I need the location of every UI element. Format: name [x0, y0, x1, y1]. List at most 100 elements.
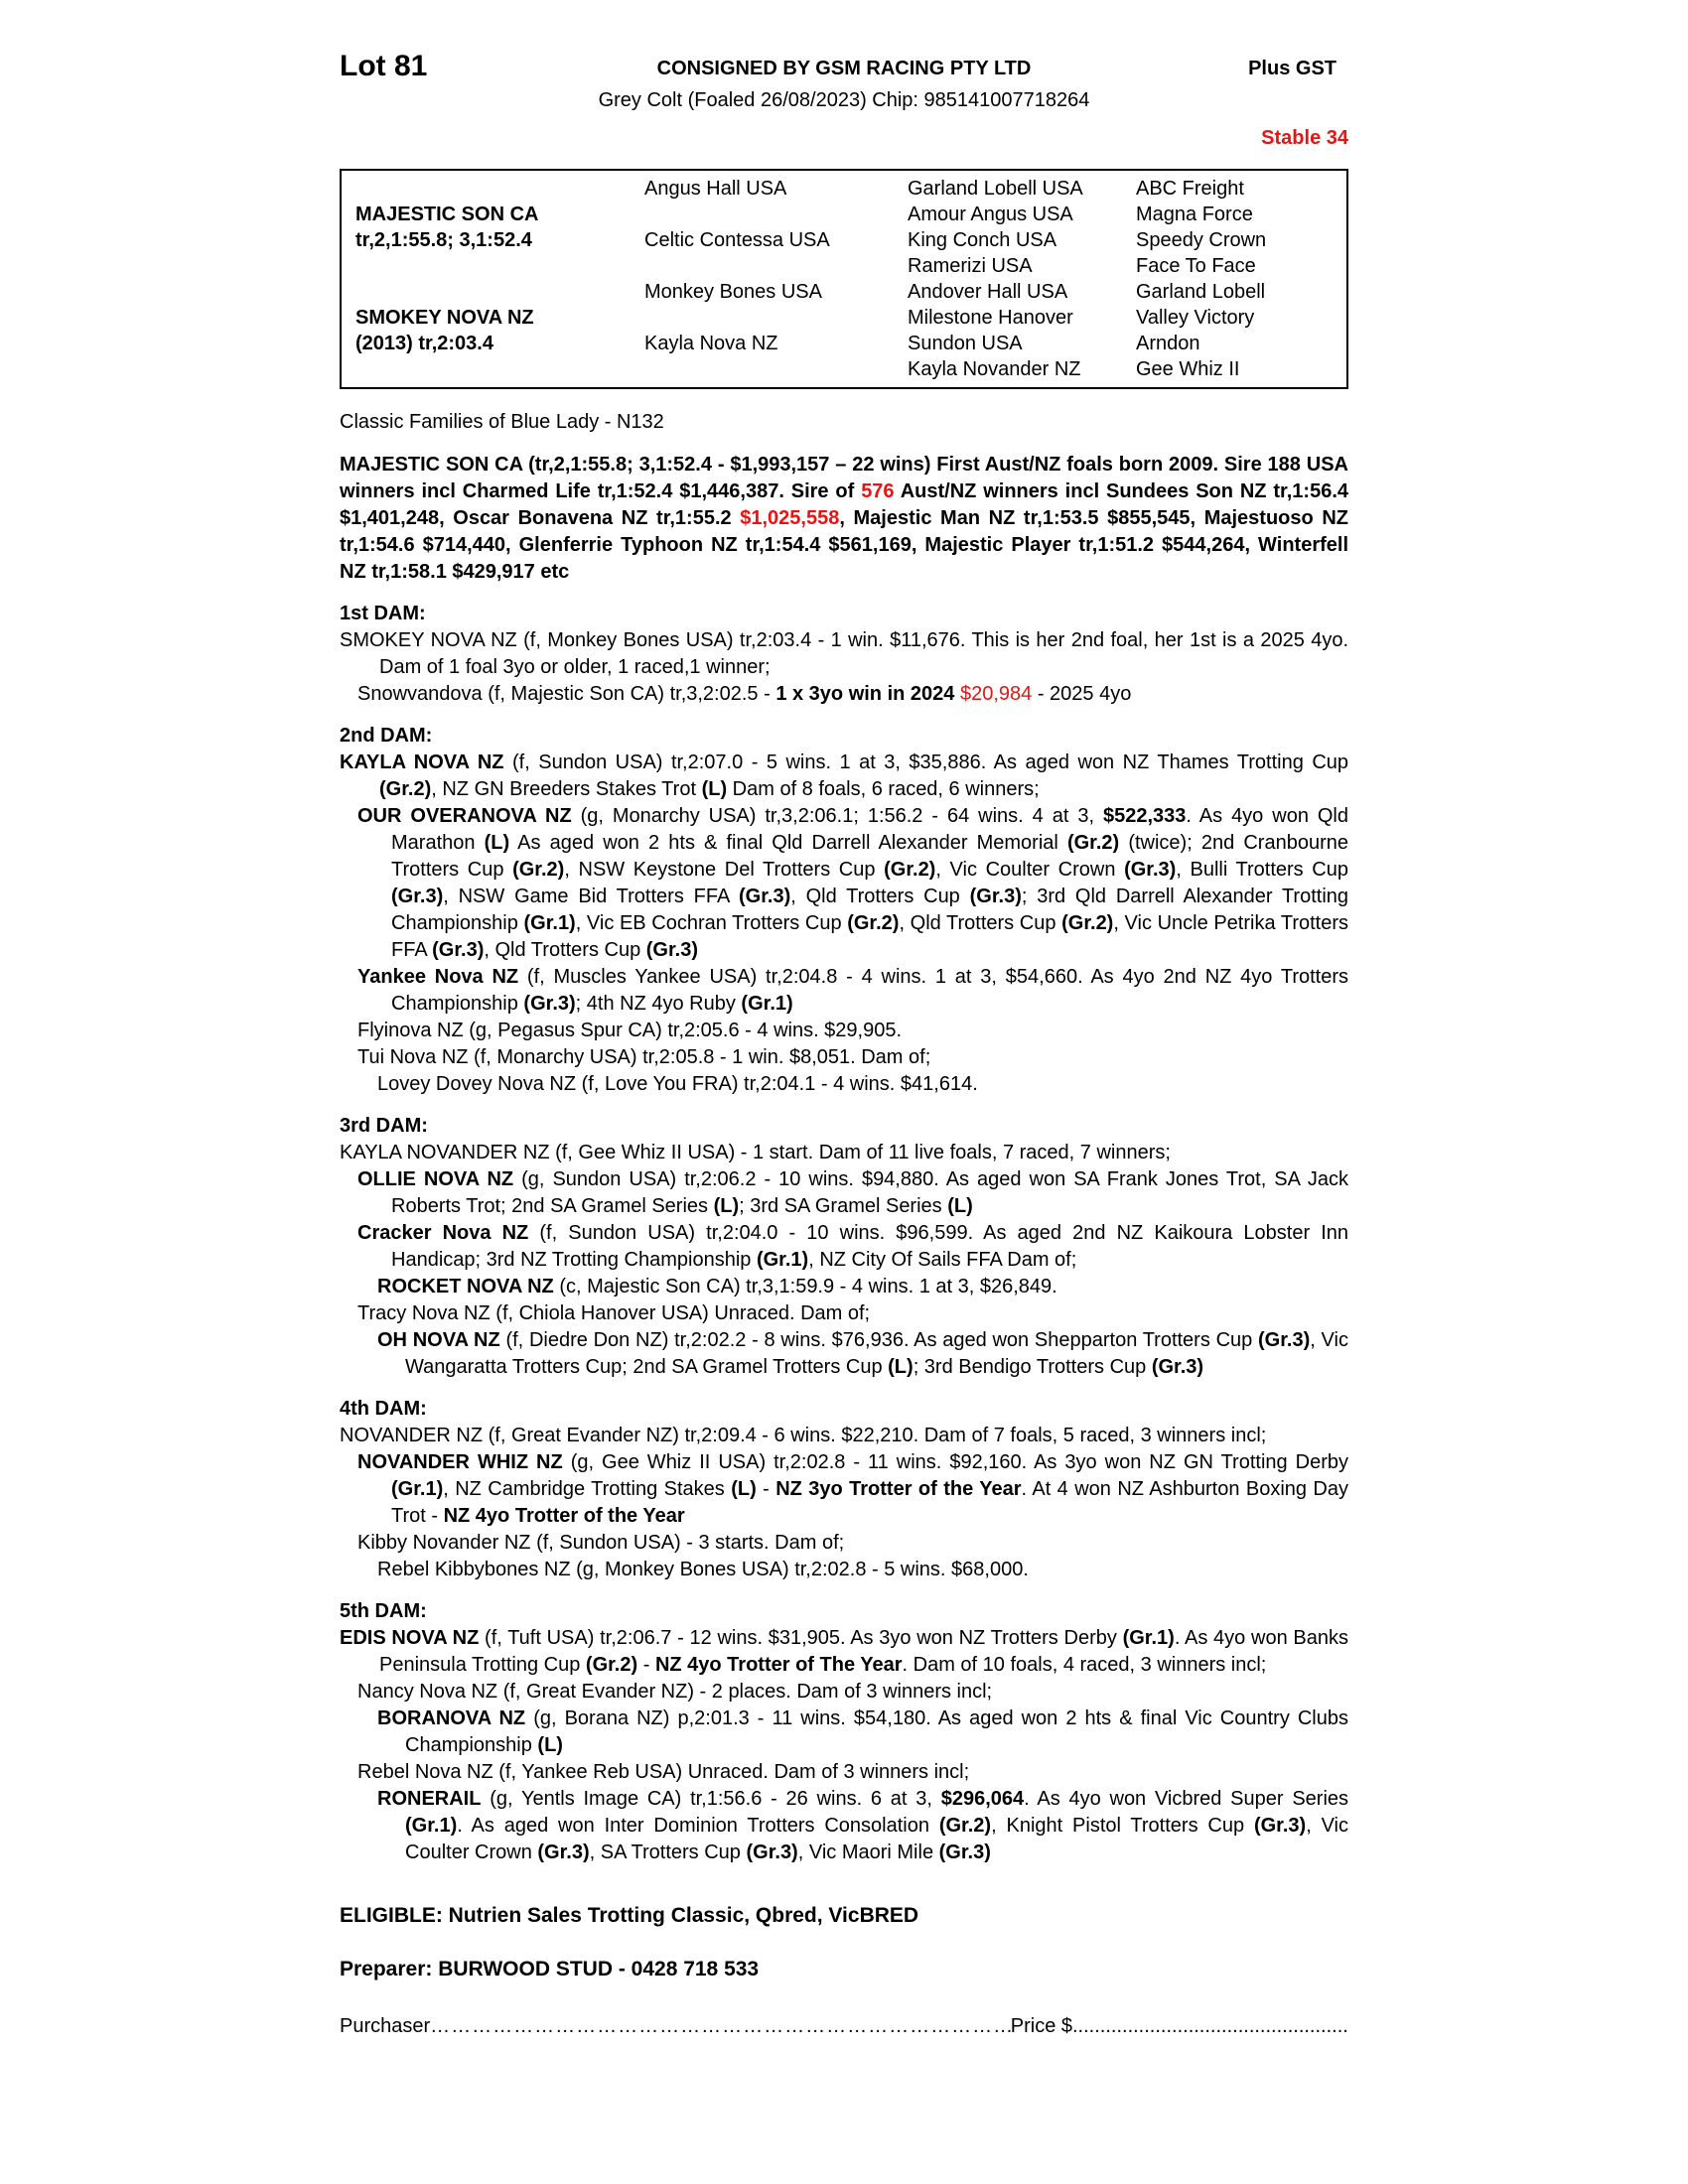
- gen3-ancestor: Ramerizi USA: [908, 255, 1033, 277]
- gen3-ancestor: Amour Angus USA: [908, 204, 1073, 225]
- pedigree-paragraph: KAYLA NOVA NZ (f, Sundon USA) tr,2:07.0 …: [340, 750, 1348, 803]
- pedigree-paragraph: RONERAIL (g, Yentls Image CA) tr,1:56.6 …: [340, 1786, 1348, 1866]
- text-run: OLLIE NOVA NZ: [357, 1168, 514, 1190]
- text-run: (Gr.1): [391, 1478, 444, 1500]
- text-run: Kibby Novander NZ (f, Sundon USA) - 3 st…: [357, 1532, 845, 1554]
- text-run: (g, Sundon USA) tr,2:06.2 - 10 wins. $94…: [391, 1168, 1348, 1217]
- text-run: (f, Diedre Don NZ) tr,2:02.2 - 8 wins. $…: [499, 1329, 1259, 1351]
- text-run: (c, Majestic Son CA) tr,3,1:59.9 - 4 win…: [553, 1276, 1057, 1297]
- text-run: (Gr.2): [1066, 832, 1120, 854]
- text-run: , Qld Trotters Cup: [790, 886, 970, 907]
- gen4-ancestor: Face To Face: [1136, 255, 1256, 277]
- price-label: Price $: [1010, 2015, 1072, 2037]
- text-run: - 2025 4yo: [1032, 683, 1132, 705]
- text-run: (L): [537, 1734, 563, 1756]
- dam-heading: 4th DAM:: [340, 1398, 427, 1420]
- text-run: (Gr.2): [847, 912, 900, 934]
- sire-name: MAJESTIC SON CA: [355, 204, 539, 225]
- plus-gst-label: Plus GST: [1248, 58, 1336, 79]
- text-run: , Vic Coulter Crown: [405, 1815, 1349, 1863]
- dam-heading: 5th DAM:: [340, 1600, 427, 1622]
- text-run: Aust/NZ winners incl Sundees Son NZ tr,1…: [340, 480, 1348, 529]
- pedigree-paragraph: Yankee Nova NZ (f, Muscles Yankee USA) t…: [340, 964, 1348, 1018]
- text-run: NZ 3yo Trotter of the Year: [775, 1478, 1022, 1500]
- pedigree-paragraph: NOVANDER NZ (f, Great Evander NZ) tr,2:0…: [340, 1423, 1348, 1449]
- gen3-ancestor: Sundon USA: [908, 333, 1023, 354]
- pedigree-paragraph: Cracker Nova NZ (f, Sundon USA) tr,2:04.…: [340, 1220, 1348, 1274]
- text-run: (g, Gee Whiz II USA) tr,2:02.8 - 11 wins…: [562, 1451, 1348, 1473]
- text-run: MAJESTIC SON CA (tr,2,1:55.8; 3,1:52.4 -…: [340, 454, 1348, 502]
- eligibility-line: ELIGIBLE: Nutrien Sales Trotting Classic…: [340, 1904, 919, 1927]
- text-run: , Bulli Trotters Cup: [1176, 859, 1348, 881]
- gen4-ancestor: Arndon: [1136, 333, 1200, 354]
- text-run: (Gr.2): [379, 778, 432, 800]
- text-run: (f, Tuft USA) tr,2:06.7 - 12 wins. $31,9…: [479, 1627, 1123, 1649]
- gen2-ancestor: Kayla Nova NZ: [644, 333, 778, 354]
- text-run: Cracker Nova NZ: [357, 1222, 529, 1244]
- pedigree-paragraph: KAYLA NOVANDER NZ (f, Gee Whiz II USA) -…: [340, 1140, 1348, 1166]
- text-run: Lovey Dovey Nova NZ (f, Love You FRA) tr…: [377, 1073, 978, 1095]
- text-run: $522,333: [1102, 805, 1187, 827]
- text-run: Yankee Nova NZ: [357, 966, 519, 988]
- text-run: (Gr.3): [746, 1842, 798, 1863]
- text-run: (Gr.1): [405, 1815, 458, 1837]
- gen4-ancestor: ABC Freight: [1136, 178, 1244, 200]
- gen3-ancestor: Milestone Hanover: [908, 307, 1073, 329]
- family-line: Classic Families of Blue Lady - N132: [340, 411, 664, 433]
- text-run: (Gr.1): [523, 912, 576, 934]
- text-run: (twice); 2nd Cranbourne Trotters Cup: [391, 832, 1348, 881]
- gen2-ancestor: Angus Hall USA: [644, 178, 787, 200]
- text-run: , Knight Pistol Trotters Cup: [991, 1815, 1254, 1837]
- gen4-ancestor: Valley Victory: [1136, 307, 1255, 329]
- text-run: ; 3rd Qld Darrell Alexander Trotting Cha…: [391, 886, 1349, 934]
- text-run: SMOKEY NOVA NZ (f, Monkey Bones USA) tr,…: [340, 629, 1348, 678]
- pedigree-paragraph: EDIS NOVA NZ (f, Tuft USA) tr,2:06.7 - 1…: [340, 1625, 1348, 1679]
- text-run: (f, Sundon USA) tr,2:04.0 - 10 wins. $96…: [391, 1222, 1348, 1271]
- gen4-ancestor: Speedy Crown: [1136, 229, 1267, 251]
- text-run: -: [637, 1654, 655, 1676]
- pedigree-paragraph: Tracy Nova NZ (f, Chiola Hanover USA) Un…: [340, 1300, 1348, 1327]
- text-run: , Vic EB Cochran Trotters Cup: [575, 912, 848, 934]
- text-run: (Gr.3): [1253, 1815, 1307, 1837]
- sire-record: tr,2,1:55.8; 3,1:52.4: [355, 229, 532, 251]
- text-run: (Gr.3): [1151, 1356, 1204, 1378]
- catalogue-page: Lot 81 CONSIGNED BY GSM RACING PTY LTD P…: [340, 0, 1348, 2038]
- text-run: , Qld Trotters Cup: [899, 912, 1062, 934]
- text-run: 1 x 3yo win in 2024: [775, 683, 955, 705]
- text-run: NZ 4yo Trotter of the Year: [443, 1505, 685, 1527]
- text-run: (L): [713, 1195, 740, 1217]
- text-run: (Gr.2): [585, 1654, 638, 1676]
- text-run: , Majestic Man NZ tr,1:53.5 $855,545, Ma…: [340, 507, 1348, 583]
- stable-number: Stable 34: [1261, 127, 1348, 149]
- text-run: (Gr.1): [756, 1249, 809, 1271]
- text-run: , Vic Uncle Petrika Trotters FFA: [391, 912, 1348, 961]
- gen4-ancestor: Garland Lobell: [1136, 281, 1266, 303]
- text-run: (L): [484, 832, 510, 854]
- text-run: (L): [888, 1356, 914, 1378]
- lot-number: Lot 81: [340, 50, 428, 82]
- pedigree-table: MAJESTIC SON CA tr,2,1:55.8; 3,1:52.4 SMOK…: [340, 169, 1348, 389]
- text-run: (L): [947, 1195, 973, 1217]
- text-run: ; 3rd SA Gramel Series: [739, 1195, 948, 1217]
- pedigree-paragraph: Rebel Nova NZ (f, Yankee Reb USA) Unrace…: [340, 1759, 1348, 1786]
- text-run: . As aged won Inter Dominion Trotters Co…: [457, 1815, 939, 1837]
- text-run: (Gr.2): [512, 859, 565, 881]
- pedigree-paragraph: Kibby Novander NZ (f, Sundon USA) - 3 st…: [340, 1530, 1348, 1557]
- text-run: As aged won 2 hts & final Qld Darrell Al…: [509, 832, 1067, 854]
- gen2-ancestor: Celtic Contessa USA: [644, 229, 830, 251]
- text-run: (g, Monarchy USA) tr,3,2:06.1; 1:56.2 - …: [571, 805, 1103, 827]
- text-run: , SA Trotters Cup: [589, 1842, 747, 1863]
- pedigree-paragraph: MAJESTIC SON CA (tr,2,1:55.8; 3,1:52.4 -…: [340, 452, 1348, 586]
- price-dotted-line: ........................................…: [1072, 2015, 1348, 2037]
- text-run: (Gr.3): [739, 886, 791, 907]
- text-run: . As 4yo won Qld Marathon: [391, 805, 1349, 854]
- dam-heading: 3rd DAM:: [340, 1115, 428, 1137]
- text-run: (g, Borana NZ) p,2:01.3 - 11 wins. $54,1…: [405, 1707, 1348, 1756]
- gen4-ancestor: Gee Whiz II: [1136, 358, 1240, 380]
- gen3-ancestor: Andover Hall USA: [908, 281, 1068, 303]
- text-run: (Gr.2): [1061, 912, 1114, 934]
- consignor-line: CONSIGNED BY GSM RACING PTY LTD: [656, 58, 1032, 79]
- gen4-ancestor: Magna Force: [1136, 204, 1253, 225]
- pedigree-paragraph: OUR OVERANOVA NZ (g, Monarchy USA) tr,3,…: [340, 803, 1348, 964]
- pedigree-paragraph: Tui Nova NZ (f, Monarchy USA) tr,2:05.8 …: [340, 1044, 1348, 1071]
